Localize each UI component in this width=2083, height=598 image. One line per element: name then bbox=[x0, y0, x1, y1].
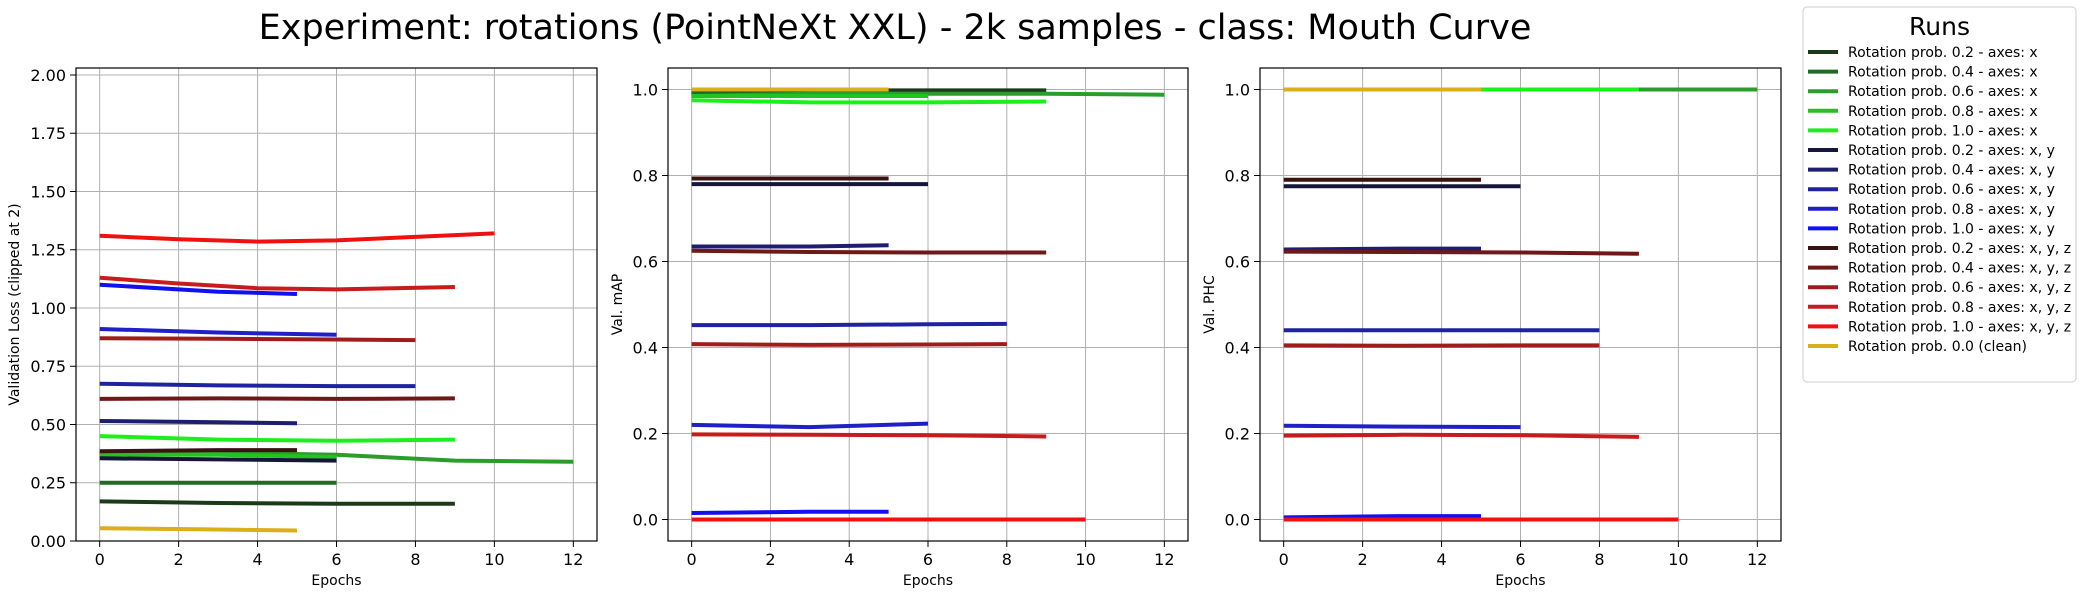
loss-ylabel: Validation Loss (clipped at 2) bbox=[7, 203, 23, 405]
loss-xlabel: Epochs bbox=[311, 573, 361, 589]
map-subplot: 0 2 4 6 8 10 12 0.0 0.2 0.4 0.6 0.8 1.0 Epochs Val. mA… bbox=[610, 67, 1189, 589]
phc-subplot: 0 2 4 6 8 10 12 0.0 0.2 0.4 0.6 0.8 1.0 Epochs Val. PH… bbox=[1202, 67, 1782, 589]
map-xtick-label-0: 0 bbox=[687, 550, 697, 569]
map-series-line-6 bbox=[691, 243, 889, 249]
loss-series-line-0 bbox=[99, 499, 455, 506]
map-ylabel: Val. mAP bbox=[610, 274, 626, 336]
loss-series-line-3 bbox=[99, 452, 337, 460]
legend-entry-8: Rotation prob. 0.8 - axes: x, y bbox=[1848, 202, 2055, 218]
loss-xtick-label-3: 6 bbox=[331, 550, 341, 569]
map-series-line-11 bbox=[691, 248, 1047, 255]
legend-entry-13: Rotation prob. 0.8 - axes: x, y, z bbox=[1848, 300, 2071, 316]
loss-series-line-4 bbox=[99, 434, 455, 443]
map-series-line-13 bbox=[691, 432, 1047, 439]
phc-xtick-label-4: 8 bbox=[1594, 550, 1604, 569]
loss-series-line-7 bbox=[99, 381, 416, 389]
loss-xtick-label-4: 8 bbox=[410, 550, 420, 569]
map-series-line-7 bbox=[691, 321, 1007, 328]
loss-series-line-14 bbox=[99, 231, 495, 244]
loss-ytick-label-1: 0.25 bbox=[30, 474, 66, 493]
phc-series-line-6 bbox=[1283, 246, 1481, 252]
phc-series-line-8 bbox=[1283, 423, 1521, 430]
loss-series-line-13 bbox=[99, 275, 455, 292]
phc-ytick-label-2: 0.4 bbox=[1225, 339, 1250, 358]
legend-entry-12: Rotation prob. 0.6 - axes: x, y, z bbox=[1848, 280, 2071, 296]
phc-xtick-label-3: 6 bbox=[1515, 550, 1525, 569]
loss-xtick-label-0: 0 bbox=[95, 550, 105, 569]
map-series-line-9 bbox=[691, 509, 889, 515]
phc-xtick-label-2: 4 bbox=[1436, 550, 1446, 569]
phc-xlabel: Epochs bbox=[1495, 573, 1545, 589]
loss-ytick-label-5: 1.25 bbox=[30, 241, 66, 260]
legend-entry-10: Rotation prob. 0.2 - axes: x, y, z bbox=[1848, 241, 2071, 257]
loss-series-line-9 bbox=[99, 282, 298, 296]
loss-ytick-label-2: 0.50 bbox=[30, 415, 66, 434]
phc-ytick-label-3: 0.6 bbox=[1225, 253, 1250, 272]
phc-xtick-label-5: 10 bbox=[1668, 550, 1688, 569]
loss-xtick-label-6: 12 bbox=[563, 550, 583, 569]
loss-ytick-label-3: 0.75 bbox=[30, 357, 66, 376]
phc-xtick-label-6: 12 bbox=[1747, 550, 1767, 569]
loss-xtick-label-5: 10 bbox=[484, 550, 504, 569]
loss-ytick-label-6: 1.50 bbox=[30, 182, 66, 201]
figure-title: Experiment: rotations (PointNeXt XXL) - … bbox=[258, 8, 1532, 48]
phc-ylabel: Val. PHC bbox=[1202, 275, 1218, 334]
legend-entry-11: Rotation prob. 0.4 - axes: x, y, z bbox=[1848, 261, 2071, 277]
legend-entry-7: Rotation prob. 0.6 - axes: x, y bbox=[1848, 182, 2055, 198]
map-series-line-8 bbox=[691, 421, 929, 430]
loss-ytick-label-4: 1.00 bbox=[30, 299, 66, 318]
loss-ytick-label-7: 1.75 bbox=[30, 124, 66, 143]
phc-xtick-label-0: 0 bbox=[1279, 550, 1289, 569]
legend-entry-0: Rotation prob. 0.2 - axes: x bbox=[1848, 45, 2038, 61]
phc-series-line-9 bbox=[1283, 514, 1481, 520]
legend-frame bbox=[1802, 6, 2077, 383]
phc-series-line-13 bbox=[1283, 432, 1639, 439]
map-xtick-label-6: 12 bbox=[1154, 550, 1174, 569]
legend-entry-1: Rotation prob. 0.4 - axes: x bbox=[1848, 65, 2038, 81]
map-series-line-12 bbox=[691, 342, 1007, 347]
legend-entry-9: Rotation prob. 1.0 - axes: x, y bbox=[1848, 221, 2055, 237]
loss-series-line-12 bbox=[99, 336, 416, 343]
phc-ytick-label-5: 1.0 bbox=[1225, 81, 1250, 100]
loss-series-line-10 bbox=[99, 448, 297, 454]
loss-series-line-8 bbox=[99, 327, 337, 337]
map-xlabel: Epochs bbox=[903, 573, 953, 589]
legend: Runs Rotation prob. 0.2 - axes: x Rotation… bbox=[1802, 6, 2077, 383]
map-ytick-label-0: 0.0 bbox=[633, 511, 658, 530]
loss-subplot: 0 2 4 6 8 10 12 0.00 0.25 0.50 0.75 1.00 1.25 1.50 1.7… bbox=[7, 66, 598, 589]
legend-title: Runs bbox=[1909, 12, 1970, 41]
loss-xtick-label-2: 4 bbox=[252, 550, 262, 569]
loss-series-line-5 bbox=[99, 456, 337, 463]
phc-ytick-label-1: 0.2 bbox=[1225, 425, 1250, 444]
map-series-line-4 bbox=[691, 98, 1047, 105]
loss-series-line-11 bbox=[99, 396, 455, 401]
map-xtick-label-4: 8 bbox=[1002, 550, 1012, 569]
loss-series-line-6 bbox=[99, 419, 298, 426]
legend-entry-14: Rotation prob. 1.0 - axes: x, y, z bbox=[1848, 319, 2071, 335]
phc-series-line-11 bbox=[1283, 249, 1639, 256]
legend-entry-15: Rotation prob. 0.0 (clean) bbox=[1848, 339, 2027, 355]
phc-ytick-label-0: 0.0 bbox=[1225, 511, 1250, 530]
loss-series-line-15 bbox=[99, 526, 298, 533]
loss-ytick-label-0: 0.00 bbox=[30, 532, 66, 551]
legend-entry-2: Rotation prob. 0.6 - axes: x bbox=[1848, 84, 2038, 100]
phc-ytick-label-4: 0.8 bbox=[1225, 167, 1250, 186]
legend-entry-3: Rotation prob. 0.8 - axes: x bbox=[1848, 104, 2038, 120]
map-ytick-label-5: 1.0 bbox=[633, 81, 658, 100]
map-xtick-label-1: 2 bbox=[765, 550, 775, 569]
legend-entry-5: Rotation prob. 0.2 - axes: x, y bbox=[1848, 143, 2055, 159]
loss-ytick-label-8: 2.00 bbox=[30, 66, 66, 85]
map-xtick-label-5: 10 bbox=[1075, 550, 1095, 569]
map-ytick-label-1: 0.2 bbox=[633, 425, 658, 444]
legend-entry-6: Rotation prob. 0.4 - axes: x, y bbox=[1848, 163, 2055, 179]
legend-entry-4: Rotation prob. 1.0 - axes: x bbox=[1848, 123, 2038, 139]
loss-xtick-label-1: 2 bbox=[174, 550, 184, 569]
map-ytick-label-3: 0.6 bbox=[633, 253, 658, 272]
map-xtick-label-3: 6 bbox=[923, 550, 933, 569]
phc-xtick-label-1: 2 bbox=[1358, 550, 1368, 569]
map-ytick-label-2: 0.4 bbox=[633, 339, 658, 358]
map-xtick-label-2: 4 bbox=[844, 550, 854, 569]
map-ytick-label-4: 0.8 bbox=[633, 167, 658, 186]
